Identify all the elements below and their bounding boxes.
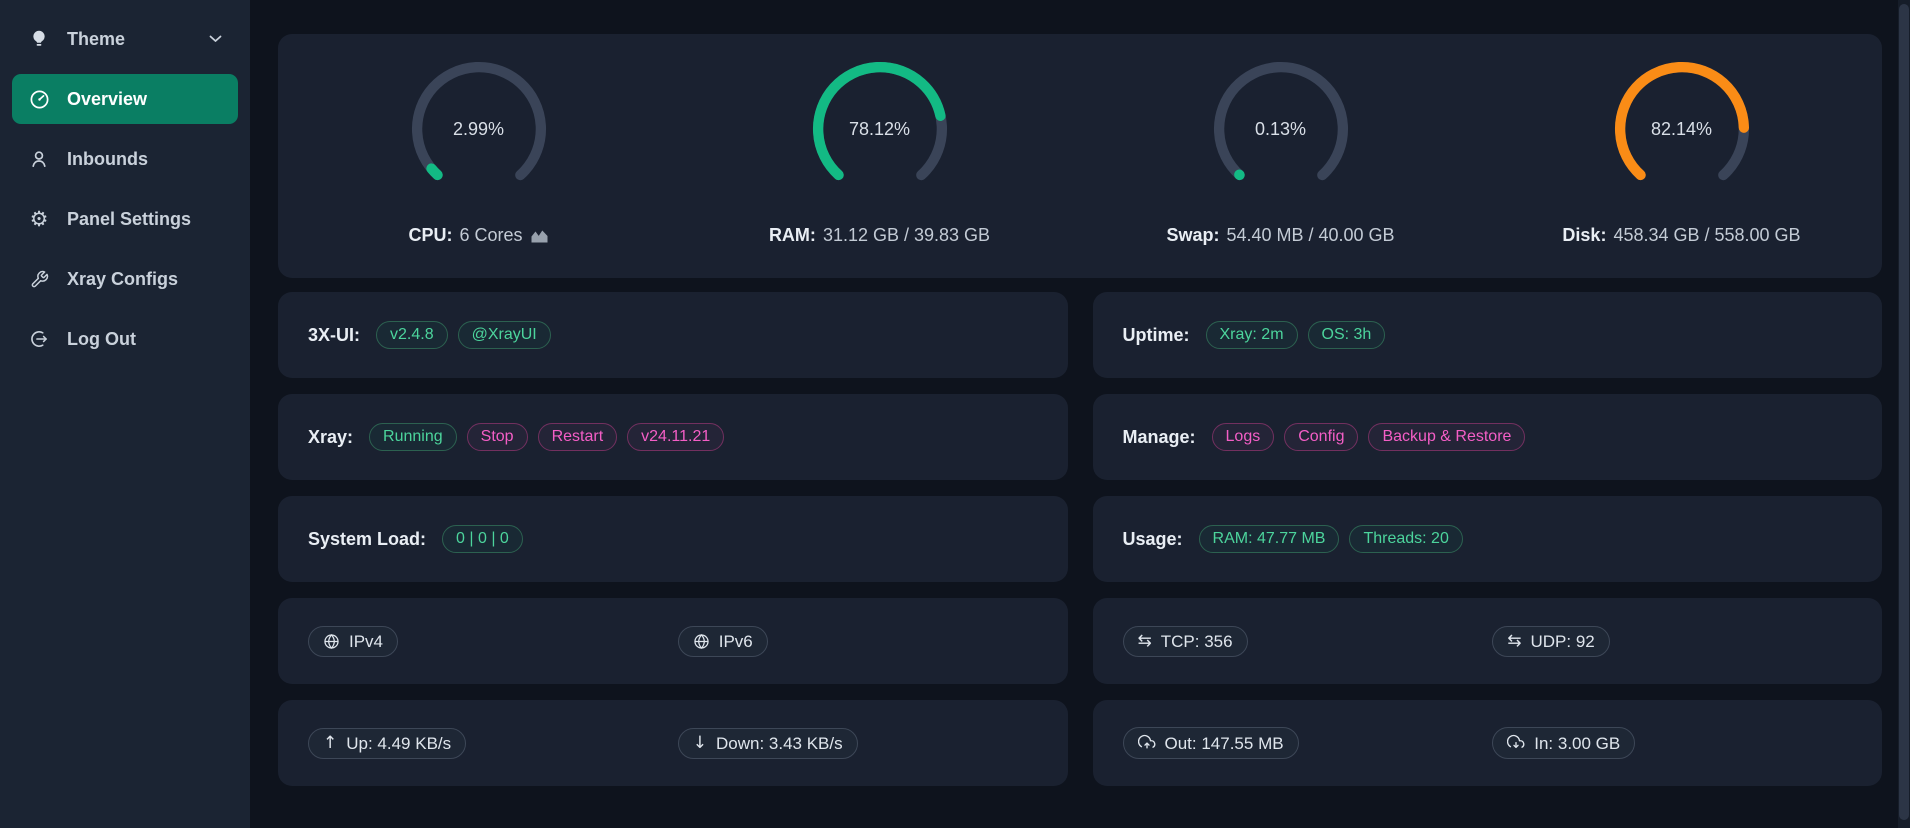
sidebar: Theme Overview Inbounds ⚙ Panel Settings xyxy=(0,0,250,828)
system-load-card: System Load: 0 | 0 | 0 xyxy=(278,496,1068,582)
udp-count-badge: ⇆ UDP: 92 xyxy=(1492,625,1610,657)
sidebar-item-label: Panel Settings xyxy=(67,208,192,229)
swap-label: Swap: 54.40 MB / 40.00 GB xyxy=(1166,225,1395,245)
main-content: 2.99% CPU: 6 Cores 78.12% RAM: 3 xyxy=(250,0,1910,828)
sidebar-item-label: Xray Configs xyxy=(67,268,179,289)
user-icon xyxy=(28,148,50,170)
xui-version-tag[interactable]: v2.4.8 xyxy=(376,321,448,349)
threads-tag: Threads: 20 xyxy=(1349,525,1463,553)
cloud-download-icon xyxy=(1507,734,1525,752)
sidebar-item-label: Theme xyxy=(67,28,126,49)
upload-speed-badge: ↑ Up: 4.49 KB/s xyxy=(308,727,467,759)
xray-restart-button[interactable]: Restart xyxy=(537,423,618,451)
system-stats-card: 2.99% CPU: 6 Cores 78.12% RAM: 3 xyxy=(278,34,1882,278)
chart-icon xyxy=(530,228,549,244)
ram-percent: 78.12% xyxy=(848,118,911,139)
arrow-down-icon: ↓ xyxy=(692,732,707,753)
ip-card: IPv4 IPv6 xyxy=(278,598,1068,684)
speed-card: ↑ Up: 4.49 KB/s ↓ Down: 3.43 KB/s xyxy=(278,700,1068,786)
swap-percent: 0.13% xyxy=(1254,118,1307,139)
sidebar-item-overview[interactable]: Overview xyxy=(12,74,238,124)
disk-label: Disk: 458.34 GB / 558.00 GB xyxy=(1562,225,1801,245)
sidebar-item-xray-configs[interactable]: Xray Configs xyxy=(12,254,238,304)
sidebar-item-inbounds[interactable]: Inbounds xyxy=(12,134,238,184)
xrayui-telegram-tag[interactable]: @XrayUI xyxy=(457,321,551,349)
gear-icon: ⚙ xyxy=(29,207,49,231)
cpu-gauge: 2.99% CPU: 6 Cores xyxy=(278,54,679,246)
xray-label: Xray: xyxy=(308,426,354,447)
arrow-up-icon: ↑ xyxy=(323,732,338,753)
xui-label: 3X-UI: xyxy=(308,324,361,345)
disk-gauge: 82.14% Disk: 458.34 GB / 558.00 GB xyxy=(1481,54,1882,246)
xray-uptime-tag: Xray: 2m xyxy=(1205,321,1298,349)
traffic-card: Out: 147.55 MB In: 3.00 GB xyxy=(1092,700,1882,786)
ram-usage-tag: RAM: 47.77 MB xyxy=(1198,525,1340,553)
connections-card: ⇆ TCP: 356 ⇆ UDP: 92 xyxy=(1092,598,1882,684)
transfer-icon: ⇆ xyxy=(1137,630,1152,651)
sidebar-item-label: Overview xyxy=(67,88,148,109)
globe-icon xyxy=(323,633,340,650)
swap-gauge: 0.13% Swap: 54.40 MB / 40.00 GB xyxy=(1080,54,1481,246)
cloud-upload-icon xyxy=(1137,734,1156,752)
sidebar-item-panel-settings[interactable]: ⚙ Panel Settings xyxy=(12,194,238,244)
scrollbar[interactable] xyxy=(1898,0,1910,828)
uptime-card: Uptime: Xray: 2m OS: 3h xyxy=(1092,292,1882,378)
ipv6-badge[interactable]: IPv6 xyxy=(677,625,768,657)
sidebar-item-label: Log Out xyxy=(67,328,136,349)
xray-status-tag: Running xyxy=(369,423,457,451)
usage-card: Usage: RAM: 47.77 MB Threads: 20 xyxy=(1092,496,1882,582)
dashboard-icon xyxy=(28,88,50,110)
backup-restore-button[interactable]: Backup & Restore xyxy=(1368,423,1526,451)
cpu-percent: 2.99% xyxy=(452,118,505,139)
sidebar-item-logout[interactable]: Log Out xyxy=(12,314,238,364)
total-out-badge: Out: 147.55 MB xyxy=(1122,727,1299,759)
disk-percent: 82.14% xyxy=(1650,118,1713,139)
tcp-count-badge: ⇆ TCP: 356 xyxy=(1122,625,1248,657)
ipv4-badge[interactable]: IPv4 xyxy=(308,625,399,657)
globe-icon xyxy=(693,633,710,650)
sidebar-item-label: Inbounds xyxy=(67,148,148,169)
xui-version-card: 3X-UI: v2.4.8 @XrayUI xyxy=(278,292,1068,378)
xray-card: Xray: Running Stop Restart v24.11.21 xyxy=(278,394,1068,480)
sidebar-item-theme[interactable]: Theme xyxy=(12,14,238,64)
logout-icon xyxy=(28,328,50,350)
total-in-badge: In: 3.00 GB xyxy=(1492,727,1636,759)
wrench-icon xyxy=(28,268,50,290)
config-button[interactable]: Config xyxy=(1284,423,1359,451)
logs-button[interactable]: Logs xyxy=(1211,423,1275,451)
os-uptime-tag: OS: 3h xyxy=(1307,321,1386,349)
xray-stop-button[interactable]: Stop xyxy=(466,423,528,451)
chevron-down-icon xyxy=(209,35,222,43)
system-load-label: System Load: xyxy=(308,528,427,549)
manage-card: Manage: Logs Config Backup & Restore xyxy=(1092,394,1882,480)
usage-label: Usage: xyxy=(1122,528,1183,549)
download-speed-badge: ↓ Down: 3.43 KB/s xyxy=(677,727,858,759)
ram-gauge: 78.12% RAM: 31.12 GB / 39.83 GB xyxy=(679,54,1080,246)
lightbulb-icon xyxy=(28,28,50,50)
system-load-tag: 0 | 0 | 0 xyxy=(442,525,523,553)
manage-label: Manage: xyxy=(1122,426,1196,447)
transfer-icon: ⇆ xyxy=(1507,630,1522,651)
uptime-label: Uptime: xyxy=(1122,324,1190,345)
ram-label: RAM: 31.12 GB / 39.83 GB xyxy=(768,225,991,245)
scrollbar-thumb[interactable] xyxy=(1899,4,1909,820)
xray-version-tag[interactable]: v24.11.21 xyxy=(627,423,725,451)
cpu-label: CPU: 6 Cores xyxy=(408,225,548,246)
